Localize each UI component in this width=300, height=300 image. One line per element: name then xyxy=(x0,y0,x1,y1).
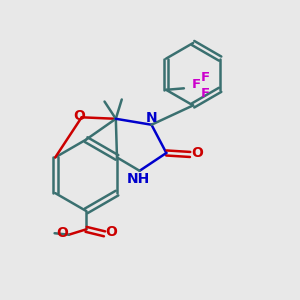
Text: O: O xyxy=(192,146,203,160)
Text: F: F xyxy=(201,70,210,83)
Text: F: F xyxy=(192,78,201,91)
Text: O: O xyxy=(73,109,85,123)
Text: O: O xyxy=(105,225,117,239)
Text: NH: NH xyxy=(127,172,150,186)
Text: N: N xyxy=(146,111,157,125)
Text: O: O xyxy=(56,226,68,240)
Text: F: F xyxy=(201,87,210,100)
